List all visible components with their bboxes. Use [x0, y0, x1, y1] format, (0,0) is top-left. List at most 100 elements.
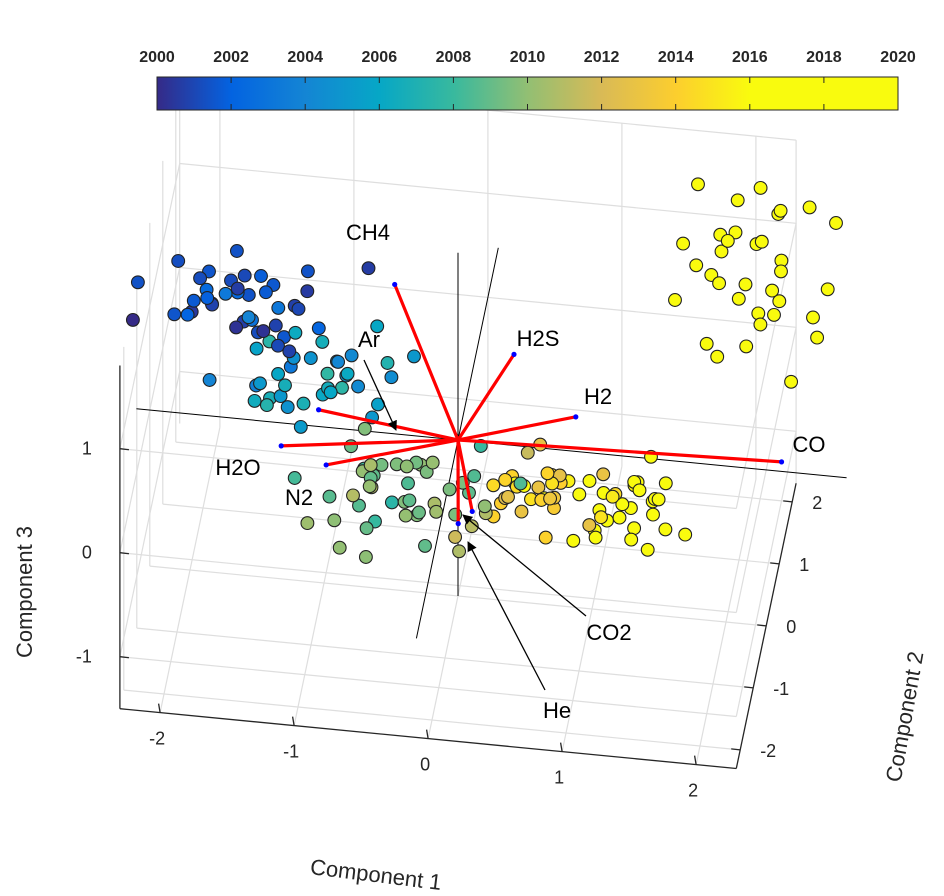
loading-vector-h2s — [456, 352, 516, 442]
score-point — [167, 307, 182, 322]
y-tick-mark — [744, 686, 754, 689]
grid-line — [123, 689, 741, 751]
y-tick-mark — [731, 748, 741, 751]
score-point — [651, 492, 666, 507]
loading-vectors — [278, 281, 785, 527]
loading-label-h2o: H2O — [215, 455, 260, 480]
score-point — [678, 527, 693, 542]
loading-tip-he — [455, 521, 461, 527]
y-tick-mark — [770, 562, 780, 565]
score-point — [300, 516, 315, 531]
score-point — [596, 467, 611, 482]
loading-tip-co — [778, 459, 785, 465]
score-point — [513, 476, 528, 491]
score-point — [359, 521, 374, 536]
score-point — [230, 281, 245, 296]
score-point — [323, 385, 338, 400]
score-point — [668, 293, 682, 307]
score-point — [429, 504, 444, 519]
loading-tip-n2 — [323, 462, 329, 468]
score-point — [582, 474, 597, 488]
score-point — [361, 261, 376, 276]
score-point — [241, 310, 256, 325]
score-point — [624, 532, 639, 547]
grid-line — [175, 441, 793, 503]
colorbar-tick-label: 2010 — [510, 49, 546, 66]
score-point — [358, 550, 373, 564]
loading-vector-ch4 — [393, 282, 460, 442]
score-point — [784, 374, 799, 389]
x-axis-label: Component 1 — [309, 854, 443, 895]
y-tick-label: 0 — [786, 617, 796, 637]
score-point — [402, 493, 417, 508]
score-point — [728, 225, 743, 240]
score-point — [691, 177, 705, 192]
x-tick-label: -1 — [283, 742, 299, 762]
colorbar-tick-label: 2020 — [880, 49, 916, 66]
score-point — [186, 293, 201, 308]
score-point — [572, 487, 587, 502]
score-point — [180, 307, 195, 322]
score-point — [774, 264, 788, 279]
colorbar-tick-label: 2012 — [584, 49, 620, 66]
score-point — [344, 439, 358, 454]
z-tick-mark — [119, 448, 129, 451]
score-point — [384, 495, 399, 510]
loading-vector-co — [456, 438, 784, 464]
score-point — [739, 339, 754, 354]
score-point — [320, 366, 335, 381]
score-point — [710, 349, 725, 364]
score-point — [802, 200, 817, 215]
score-point — [407, 349, 421, 364]
score-point — [498, 472, 513, 487]
colorbar: 2000 2002 2004 2006 2008 2010 2012 2014 2016 2018… — [139, 49, 916, 111]
score-point — [193, 271, 208, 286]
score-point — [627, 521, 642, 536]
axes: -2 -1 0 1 2 -2 -1 0 1 2 -1 0 1 — [76, 365, 822, 801]
score-point — [218, 286, 233, 301]
score-point — [288, 325, 303, 340]
score-point — [296, 396, 311, 411]
score-point — [351, 379, 366, 394]
score-point — [612, 510, 627, 525]
colorbar-tick-label: 2000 — [139, 49, 175, 66]
score-point — [412, 505, 426, 520]
score-point — [247, 393, 262, 408]
score-point — [540, 466, 555, 481]
score-point — [130, 275, 145, 290]
x-tick-mark — [693, 755, 697, 765]
score-point — [322, 489, 337, 504]
score-point — [259, 398, 274, 413]
y-tick-mark — [783, 500, 793, 503]
loading-tip-ar — [316, 407, 322, 413]
score-point — [699, 336, 714, 351]
score-point — [171, 254, 186, 268]
score-point — [331, 354, 346, 369]
score-point — [452, 544, 467, 559]
score-point — [520, 445, 535, 460]
score-point — [772, 294, 787, 309]
colorbar-tick-label: 2002 — [213, 49, 249, 66]
annotation-arrow-he — [467, 541, 546, 691]
score-point — [380, 356, 395, 370]
score-point — [820, 282, 835, 297]
score-point — [271, 338, 285, 353]
score-point — [291, 301, 306, 316]
score-point — [418, 538, 432, 553]
score-point — [829, 216, 843, 230]
score-point — [658, 522, 673, 537]
loading-label-h2s: H2S — [517, 326, 560, 351]
score-point — [300, 264, 315, 279]
score-point — [588, 530, 603, 545]
loading-label-he: He — [543, 698, 571, 723]
score-point — [640, 542, 655, 557]
score-point — [738, 277, 753, 292]
loading-label-co: CO — [793, 432, 826, 457]
score-point — [448, 530, 463, 544]
loading-vector-n2 — [324, 438, 460, 467]
score-point — [538, 530, 553, 545]
score-point — [605, 489, 620, 504]
score-point — [280, 400, 295, 415]
score-point — [767, 307, 781, 322]
